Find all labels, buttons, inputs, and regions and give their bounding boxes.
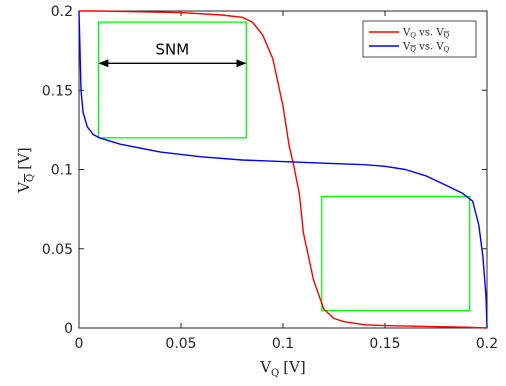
y-tick-label: 0.2 bbox=[51, 4, 73, 20]
snm-label: SNM bbox=[155, 40, 189, 58]
y-tick-label: 0.15 bbox=[42, 83, 73, 99]
y-tick-label: 0.1 bbox=[51, 163, 73, 179]
y-tick-label: 0 bbox=[64, 321, 73, 337]
x-tick-label: 0.15 bbox=[369, 336, 400, 352]
svg-text:VQ[V]: VQ[V] bbox=[15, 147, 36, 194]
legend-entry: VQ vs. VQ bbox=[402, 42, 450, 54]
legend-box bbox=[362, 20, 477, 58]
plot-area bbox=[78, 10, 488, 329]
x-tick-label: 0.05 bbox=[165, 336, 196, 352]
x-tick-label: 0.2 bbox=[476, 336, 498, 352]
y-tick-label: 0.05 bbox=[42, 242, 73, 258]
legend-entry: VQ vs. VQ bbox=[402, 28, 450, 40]
red-curve bbox=[79, 10, 488, 329]
y-axis-label: VQ[V] bbox=[15, 147, 36, 194]
x-tick-label: 0 bbox=[75, 336, 84, 352]
x-tick-label: 0.1 bbox=[272, 336, 294, 352]
x-axis-label: VQ [V] bbox=[259, 358, 306, 379]
snm-square bbox=[97, 21, 247, 139]
blue-curve bbox=[78, 10, 488, 329]
snm-square bbox=[321, 195, 471, 312]
